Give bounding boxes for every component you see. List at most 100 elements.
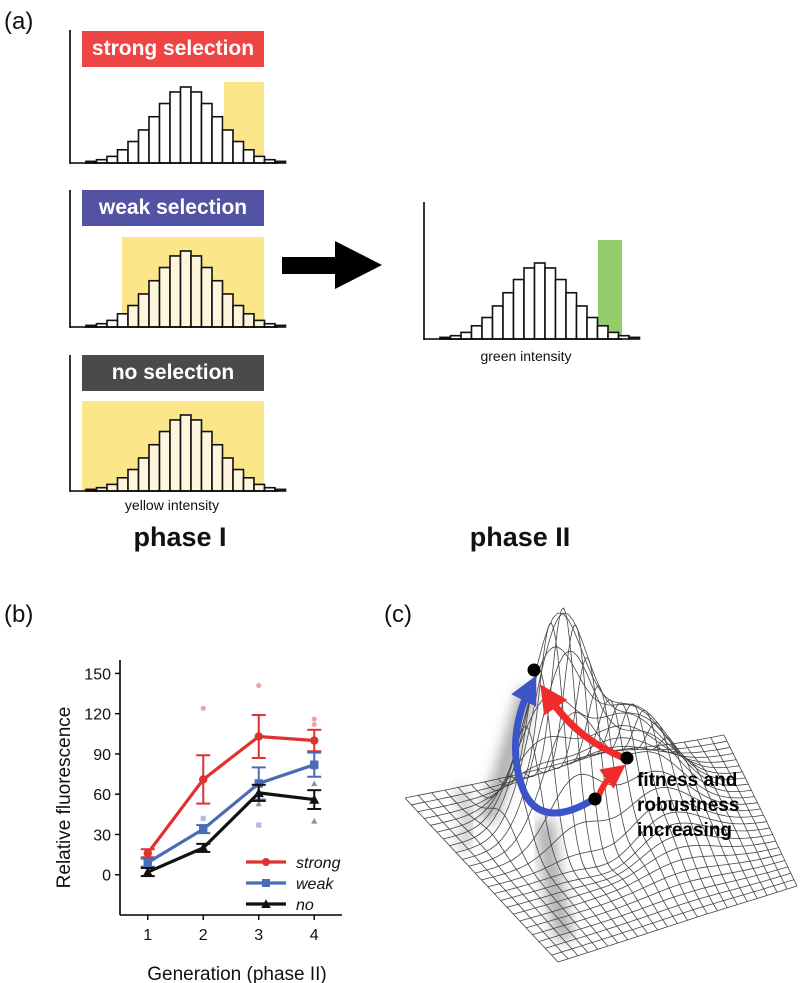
histogram-bar bbox=[148, 443, 161, 492]
histogram-bar bbox=[148, 279, 161, 328]
replicate-point bbox=[311, 721, 317, 728]
annotation-line: robustness bbox=[637, 795, 740, 816]
histogram-bar bbox=[221, 457, 234, 492]
histogram-bar bbox=[169, 255, 182, 328]
mesh-line bbox=[557, 885, 798, 963]
green-intensity-label: green intensity bbox=[480, 348, 572, 364]
histogram-bar bbox=[232, 304, 245, 328]
legend-label: weak bbox=[296, 876, 334, 893]
data-point-strong bbox=[199, 775, 208, 784]
histogram-bar bbox=[586, 316, 599, 340]
histogram-bar bbox=[512, 278, 525, 340]
selection-region bbox=[598, 240, 622, 339]
legend-label: strong bbox=[296, 855, 341, 872]
histogram-bar bbox=[127, 468, 140, 492]
x-tick-label: 1 bbox=[143, 927, 152, 944]
yellow-intensity-label: yellow intensity bbox=[124, 497, 220, 513]
histogram-bar bbox=[179, 250, 192, 328]
data-point-weak bbox=[310, 760, 319, 769]
landscape-point bbox=[588, 792, 602, 806]
panel-a-label: (a) bbox=[4, 8, 34, 35]
histogram-bar bbox=[169, 91, 182, 164]
replicate-point bbox=[200, 815, 206, 821]
histogram-bar bbox=[200, 102, 213, 164]
right-arrow-icon bbox=[282, 241, 382, 289]
fitness-annotation: fitness and robustness increasing bbox=[637, 768, 739, 843]
histogram-bar bbox=[253, 155, 266, 164]
histogram-bar bbox=[491, 305, 504, 340]
histogram-bar bbox=[253, 483, 266, 492]
histogram-bar bbox=[460, 331, 473, 340]
histogram-bar bbox=[190, 91, 203, 164]
data-point-no bbox=[309, 794, 320, 804]
histogram-bar bbox=[211, 115, 224, 164]
chart-x-label: Generation (phase II) bbox=[147, 964, 327, 983]
data-point-no bbox=[253, 787, 264, 798]
histogram-bar bbox=[274, 488, 287, 492]
histogram-bar bbox=[481, 316, 494, 340]
y-tick-label: 60 bbox=[93, 787, 111, 804]
y-tick-label: 150 bbox=[84, 666, 111, 683]
histogram-bar bbox=[242, 476, 255, 492]
weak-selection-label: weak selection bbox=[82, 190, 264, 226]
histogram-bar bbox=[137, 293, 150, 328]
y-tick-label: 0 bbox=[102, 868, 111, 885]
histogram-bar bbox=[106, 319, 119, 328]
y-tick-label: 30 bbox=[93, 827, 111, 844]
histogram-bar bbox=[190, 255, 203, 328]
histogram-bar bbox=[106, 155, 119, 164]
histogram-bar bbox=[211, 443, 224, 492]
data-point-strong bbox=[310, 736, 319, 745]
red-path-arrow-upper bbox=[540, 684, 626, 762]
histograms bbox=[69, 30, 641, 492]
replicate-point bbox=[311, 817, 318, 824]
chart-y-label: Relative fluorescence bbox=[54, 707, 75, 889]
histogram-bar bbox=[221, 129, 234, 164]
histogram-bar bbox=[137, 457, 150, 492]
replicate-point bbox=[256, 822, 262, 828]
phase-1-title: phase I bbox=[133, 522, 227, 552]
data-point-strong bbox=[143, 849, 152, 858]
annotation-line: increasing bbox=[637, 820, 733, 841]
histogram-bar bbox=[158, 102, 171, 164]
fitness-landscape bbox=[404, 607, 798, 963]
histogram-bar bbox=[148, 115, 161, 164]
histogram-bar bbox=[544, 267, 557, 340]
histogram-bar bbox=[232, 468, 245, 492]
histogram-bar bbox=[137, 129, 150, 164]
mesh-line bbox=[545, 872, 792, 949]
data-point-no bbox=[198, 842, 209, 853]
replicate-point bbox=[311, 716, 317, 722]
histogram-bar bbox=[502, 291, 515, 340]
histogram-bar bbox=[106, 483, 119, 492]
annotation-line: fitness and bbox=[637, 770, 738, 791]
histogram-bar bbox=[253, 319, 266, 328]
histogram-bar bbox=[116, 312, 129, 328]
histogram-bar bbox=[116, 476, 129, 492]
data-point-strong bbox=[254, 732, 263, 741]
mesh-line bbox=[532, 860, 785, 936]
histogram-bar bbox=[554, 278, 567, 340]
mesh-line bbox=[723, 734, 798, 887]
histogram-bar bbox=[242, 312, 255, 328]
data-point-weak bbox=[199, 824, 208, 834]
histogram-bar bbox=[179, 86, 192, 164]
histogram-bar bbox=[523, 267, 536, 340]
strong-selection-label: strong selection bbox=[82, 31, 264, 67]
legend-marker bbox=[262, 858, 270, 866]
mesh-line bbox=[683, 741, 768, 896]
x-tick-label: 2 bbox=[199, 927, 208, 944]
mesh-line bbox=[551, 879, 795, 956]
histogram-bar bbox=[190, 419, 203, 492]
phase-2-title: phase II bbox=[469, 522, 571, 552]
replicate-point bbox=[200, 705, 206, 711]
mesh-line bbox=[710, 737, 788, 890]
replicate-point bbox=[255, 800, 262, 807]
histogram-bar bbox=[116, 148, 129, 164]
histogram-bar bbox=[232, 140, 245, 164]
histogram-bar bbox=[158, 430, 171, 492]
histogram-bar bbox=[179, 414, 192, 492]
data-point-weak bbox=[254, 779, 263, 788]
histogram-bar bbox=[274, 324, 287, 328]
histogram-bar bbox=[211, 279, 224, 328]
